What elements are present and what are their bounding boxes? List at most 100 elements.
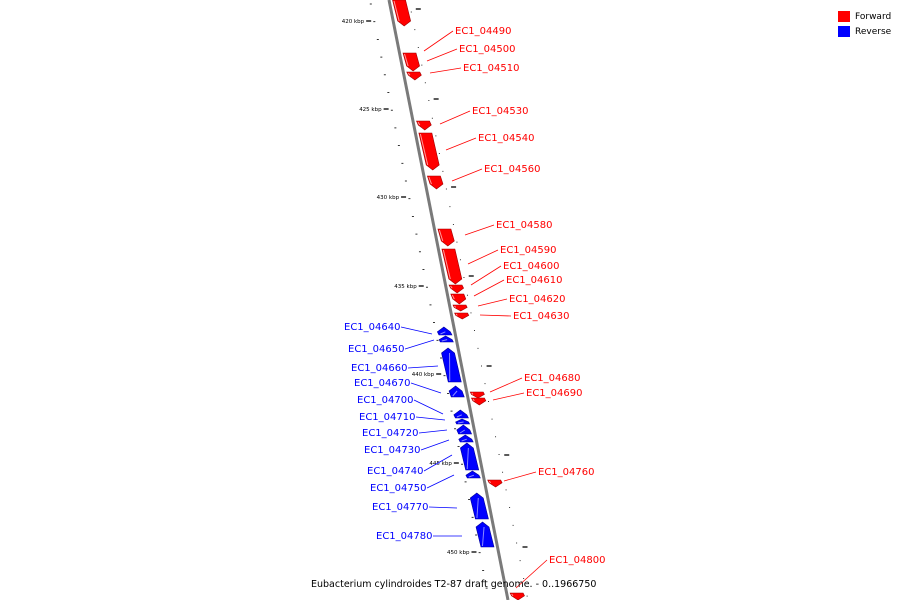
gene-label: EC1_04500 [459,44,515,55]
gene-feature-ec1-04510 [406,71,422,81]
gene-arrow [438,335,454,343]
gene-label: EC1_04620 [509,294,565,305]
tick-label: 420 kbp [342,19,365,25]
gene-label: EC1_04640 [344,322,400,333]
leader-line [503,471,537,482]
gene-arrow [392,0,411,27]
gene-arrow [426,175,444,190]
gene-highlight [481,526,485,547]
legend-item-forward: Forward [838,9,891,24]
gene-highlight [452,390,458,397]
tick-label: 430 kbp [377,195,400,201]
gene-highlight [393,0,400,22]
gene-label: EC1_04740 [367,466,423,477]
legend: Forward Reverse [838,9,891,39]
gene-feature-ec1-04680 [469,391,485,399]
gene-feature-ec1-04720 [456,424,473,435]
legend-item-reverse: Reverse [838,24,891,39]
gene-feature-ec1-04600 [448,284,464,294]
legend-swatch-forward [838,11,850,22]
gene-feature-ec1-04740 [460,442,480,471]
tick-label: 445 kbp [429,461,452,467]
gene-label: EC1_04720 [362,428,418,439]
gene-arrow [465,470,481,479]
gene-arrow [436,326,453,336]
gene-feature-ec1-04650 [438,335,454,343]
gene-label: EC1_04610 [506,275,562,286]
gene-highlight [459,429,466,434]
gene-label: EC1_04590 [500,245,556,256]
gene-feature-ec1-04490 [392,0,411,27]
gene-feature-ec1-04670 [448,385,465,398]
leader-line [439,110,471,125]
gene-highlight [417,121,421,126]
gene-label: EC1_04490 [455,26,511,37]
gene-feature-ec1-04770 [469,492,489,520]
label-layer: EC1_04490 EC1_04500 EC1_04510 EC1_04530 EC1_… [344,26,605,589]
gene-feature-ec1-04580 [437,228,455,247]
gene-arrow [441,347,462,383]
gene-feature-ec1-04540 [418,132,440,171]
gene-feature-ec1-04780 [475,521,495,548]
gene-arrow [437,228,455,247]
gene-feature-ec1-04630 [454,312,470,320]
leader-line [400,326,433,335]
tick-label: 450 kbp [447,550,470,556]
gene-arrow [402,52,420,72]
leader-line [477,298,508,307]
gene-arrow [448,284,464,294]
gene-highlight [404,53,409,67]
gene-label: EC1_04510 [463,63,519,74]
gene-arrow [487,479,503,488]
leader-line [492,392,525,401]
gene-feature-ec1-04530 [416,120,432,131]
gene-label: EC1_04780 [376,531,432,542]
gene-feature-ec1-04620 [452,304,468,312]
gene-arrow [469,391,485,399]
gene-feature-ec1-04760 [487,479,503,488]
leader-line [423,454,453,472]
gene-highlight [511,593,514,597]
gene-arrow [456,424,473,435]
leader-line [473,279,505,297]
gene-label: EC1_04680 [524,373,580,384]
gene-arrow [406,71,422,81]
gene-label: EC1_04600 [503,261,559,272]
gene-feature-ec1-04660 [441,347,462,383]
leader-line [451,168,483,182]
tick-label: 440 kbp [412,372,435,378]
legend-label-reverse: Reverse [855,26,892,37]
gene-label: EC1_04540 [478,133,534,144]
gene-arrow [455,418,471,425]
gene-highlight [442,249,451,280]
gene-feature-ec1-04590 [441,248,463,285]
gene-arrow [509,592,525,600]
gene-feature-ec1-04560 [426,175,444,190]
gene-highlight [488,480,491,484]
leader-line [420,439,450,451]
gene-highlight [451,294,455,300]
leader-line [479,314,512,317]
gene-highlight [466,447,469,470]
gene-feature-ec1-04730 [458,434,474,443]
gene-arrow [469,492,489,520]
gene-highlight [407,72,411,76]
gene-arrow [450,293,467,305]
legend-label-forward: Forward [855,11,892,22]
gene-feature-ec1-04500 [402,52,420,72]
leader-line [467,249,499,265]
leader-line [413,399,444,415]
gene-label: EC1_04750 [370,483,426,494]
leader-line [418,429,448,434]
gene-arrow [458,434,474,443]
gene-label: EC1_04760 [538,467,594,478]
leader-line [404,339,435,350]
gene-label: EC1_04710 [359,412,415,423]
leader-line [445,137,477,151]
gene-highlight [471,392,474,395]
gene-highlight [454,305,457,308]
gene-label: EC1_04660 [351,363,407,374]
gene-highlight [472,398,475,402]
gene-label: EC1_04770 [372,502,428,513]
leader-line [426,48,458,62]
